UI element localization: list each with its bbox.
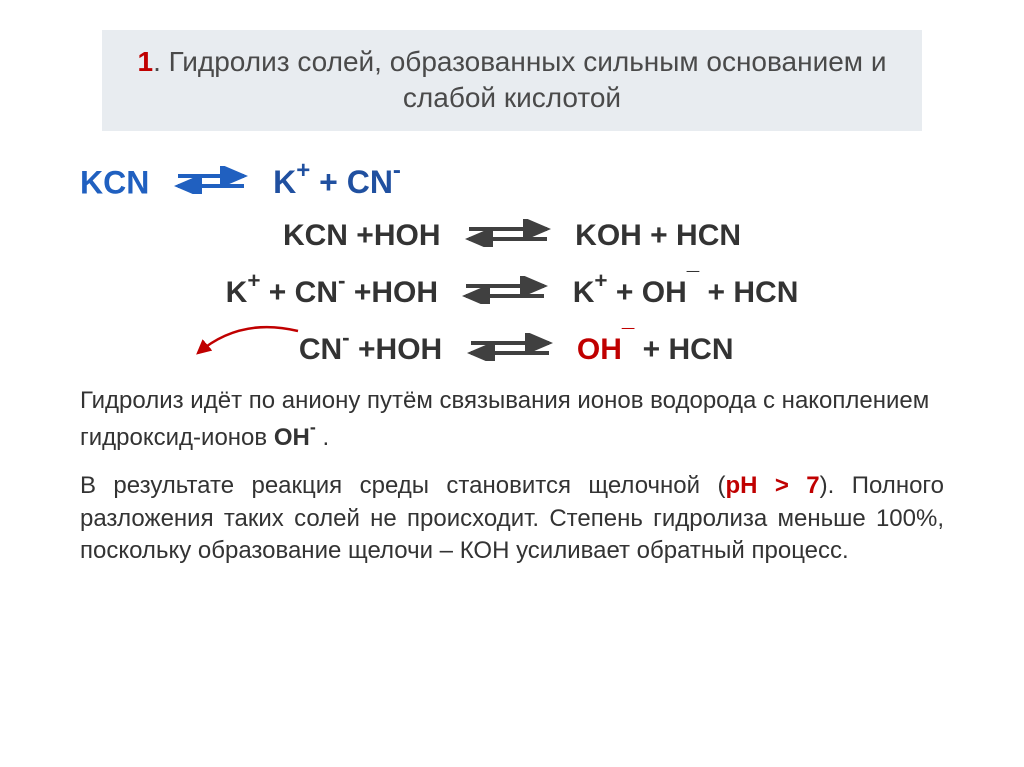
eq3-lhs: K+ + CN- +HOH [226,276,447,309]
eq3-rhs: K+ + OH¯ + HCN [573,276,799,309]
equilibrium-arrow-icon [172,166,250,194]
equilibrium-arrow-icon [465,333,555,361]
page-title: 1. Гидролиз солей, образованных сильным … [122,44,902,117]
equilibrium-arrow-icon [463,219,553,247]
eq2-rhs: KOH + HCN [575,219,741,252]
equation-dissociation: KCN K+ + CN- [80,161,974,202]
eq4-lhs: CN- +HOH [299,333,451,366]
eq1-rhs: K+ + CN- [273,164,401,200]
equilibrium-arrow-icon [460,276,550,304]
title-box: 1. Гидролиз солей, образованных сильным … [102,30,922,131]
equation-molecular: KCN +HOH KOH + HCN [50,219,974,253]
equation-net-ionic: CN- +HOH OH¯ + HCN [50,328,974,367]
explanation-anion: Гидролиз идёт по аниону путём связывания… [80,385,944,454]
eq1-lhs: KCN [80,164,149,200]
eq4-rhs: OH¯ + HCN [577,333,734,366]
title-number: 1 [138,46,154,77]
equation-full-ionic: K+ + CN- +HOH K+ + OH¯ + HCN [50,271,974,310]
explanation-result: В результате реакция среды становится ще… [80,470,944,567]
title-text: . Гидролиз солей, образованных сильным о… [153,46,886,113]
eq2-lhs: KCN +HOH [283,219,441,252]
